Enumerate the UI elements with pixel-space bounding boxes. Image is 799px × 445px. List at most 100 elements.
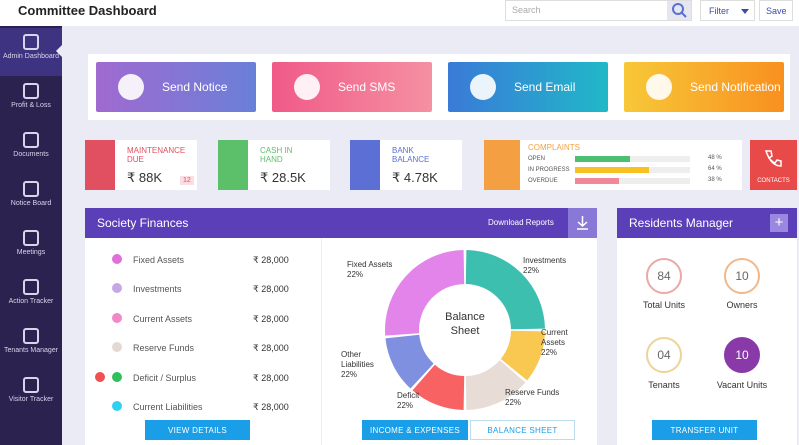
contacts-icon [764, 150, 782, 167]
complaint-percent: 38 % [708, 177, 722, 183]
dropdown-arrow [741, 9, 749, 14]
nav-label: Visitor Tracker [8, 396, 54, 403]
nav-item[interactable]: Tenants Manager [0, 322, 62, 370]
residents-panel: Residents Manager + 84 Total Units 10 Ow… [617, 208, 797, 445]
chart-label: Reserve Funds [505, 388, 560, 397]
icon-shape [23, 230, 39, 246]
chart-label: Deficit [397, 391, 420, 400]
icon-shape [23, 377, 39, 393]
nav-label: Tenants Manager [3, 347, 59, 354]
nav-icon [23, 328, 39, 344]
search-button[interactable] [667, 1, 691, 20]
legend-dot [112, 254, 122, 264]
button-label: Send Notice [162, 80, 228, 94]
complaint-percent: 48 % [708, 155, 722, 161]
top-bar: Committee Dashboard Search Filter Save [0, 0, 799, 26]
icon [118, 74, 144, 100]
card-icon [350, 140, 380, 190]
send-email-button[interactable]: Send Email [448, 62, 608, 112]
panel-title: Society Finances [97, 216, 189, 230]
donut-segment [412, 364, 465, 410]
icon-shape [23, 132, 39, 148]
nav-label: Profit & Loss [11, 102, 51, 109]
donut-segment [465, 250, 545, 330]
total-units-count: 84 [646, 258, 682, 294]
finance-amount: ₹ 28,000 [253, 402, 289, 412]
nav-item[interactable]: Visitor Tracker [0, 371, 62, 419]
panel-title: Residents Manager [629, 216, 734, 230]
view-details-button[interactable]: VIEW DETAILS [145, 420, 250, 440]
card-value: ₹ 88K [127, 170, 163, 185]
count-label: Total Units [642, 300, 686, 310]
nav-item[interactable]: Action Tracker [0, 273, 62, 321]
save-button[interactable]: Save [759, 0, 793, 21]
complaint-name: OVERDUE [528, 178, 558, 184]
filter-button[interactable]: Filter [700, 0, 755, 21]
nav-label: Notice Board [10, 200, 52, 207]
complaints-card: COMPLAINTS OPEN 48 % IN PROGRESS 64 % OVERDU… [484, 140, 742, 190]
nav-label: Meetings [16, 249, 46, 256]
chart-percent: 22% [397, 401, 414, 410]
chart-percent: 22% [505, 398, 522, 407]
finance-amount: ₹ 28,000 [253, 255, 289, 265]
complaint-bar [575, 178, 619, 184]
nav-item[interactable]: Admin Dashboard [0, 28, 63, 76]
icon [294, 74, 320, 100]
nav-label: Documents [13, 151, 49, 158]
download-reports[interactable]: Download Reports [488, 218, 554, 227]
chart-percent: 22% [341, 370, 358, 379]
search-placeholder: Search [512, 5, 541, 15]
add-button[interactable]: + [770, 214, 788, 232]
card-label: CASH IN HAND [260, 146, 293, 164]
legend-dot [112, 401, 122, 411]
legend-dot [112, 341, 122, 352]
finance-name: Reserve Funds [133, 342, 195, 353]
nav-item[interactable]: Documents [0, 126, 62, 174]
income-expenses-tab[interactable]: INCOME & EXPENSES [362, 420, 468, 440]
complaint-bar [575, 156, 631, 162]
card-icon [85, 140, 115, 190]
search-box[interactable]: Search [505, 0, 692, 21]
vacant-units-count: 10 [724, 337, 760, 373]
nav-item[interactable]: Notice Board [0, 175, 62, 223]
chart-percent: 22% [541, 348, 558, 357]
download-button[interactable] [568, 208, 597, 238]
finance-amount: ₹ 28,000 [253, 372, 289, 383]
send-notice-button[interactable]: Send Notice [96, 62, 256, 112]
transfer-unit-button[interactable]: TRANSFER UNIT [652, 420, 757, 440]
nav-item[interactable]: Profit & Loss [0, 77, 62, 125]
nav-item[interactable]: Meetings [0, 224, 62, 272]
donut-center-label: Balance Sheet [445, 311, 485, 337]
balance-sheet-tab[interactable]: BALANCE SHEET [470, 420, 575, 440]
card-label: MAINTENANCE DUE [127, 146, 186, 164]
contacts-label: CONTACTS [757, 178, 790, 184]
filter-label: Filter [709, 6, 729, 16]
finance-amount: ₹ 28,000 [253, 284, 289, 295]
chart-label: Current Assets [541, 328, 568, 347]
icon-shape [23, 181, 39, 197]
card-value: ₹ 28.5K [260, 170, 306, 185]
icon-shape [23, 34, 39, 50]
badge: 12 [180, 176, 194, 185]
finance-name: Fixed Assets [133, 255, 185, 265]
send-notification-button[interactable]: Send Notification [624, 62, 784, 112]
icon-shape [23, 83, 39, 99]
card-label: COMPLAINTS [528, 143, 581, 152]
complaint-percent: 64 % [708, 166, 722, 172]
send-sms-button[interactable]: Send SMS [272, 62, 432, 112]
finance-name: Deficit / Surplus [133, 372, 197, 383]
nav-icon [23, 34, 39, 50]
tenants-count: 04 [646, 337, 682, 373]
chart-percent: 22% [523, 266, 540, 275]
complaint-name: OPEN [528, 156, 546, 162]
page-title: Committee Dashboard [18, 3, 157, 18]
card-value: ₹ 4.78K [392, 170, 438, 185]
button-label: Send SMS [338, 80, 396, 94]
search-icon [672, 3, 687, 18]
finance-name: Current Assets [133, 313, 193, 324]
donut-segment [385, 250, 465, 336]
contacts-tile[interactable]: CONTACTS [750, 140, 797, 190]
download-icon [577, 216, 588, 230]
chart-label: Investments [523, 256, 567, 265]
bank-card: BANK BALANCE ₹ 4.78K [350, 140, 462, 190]
